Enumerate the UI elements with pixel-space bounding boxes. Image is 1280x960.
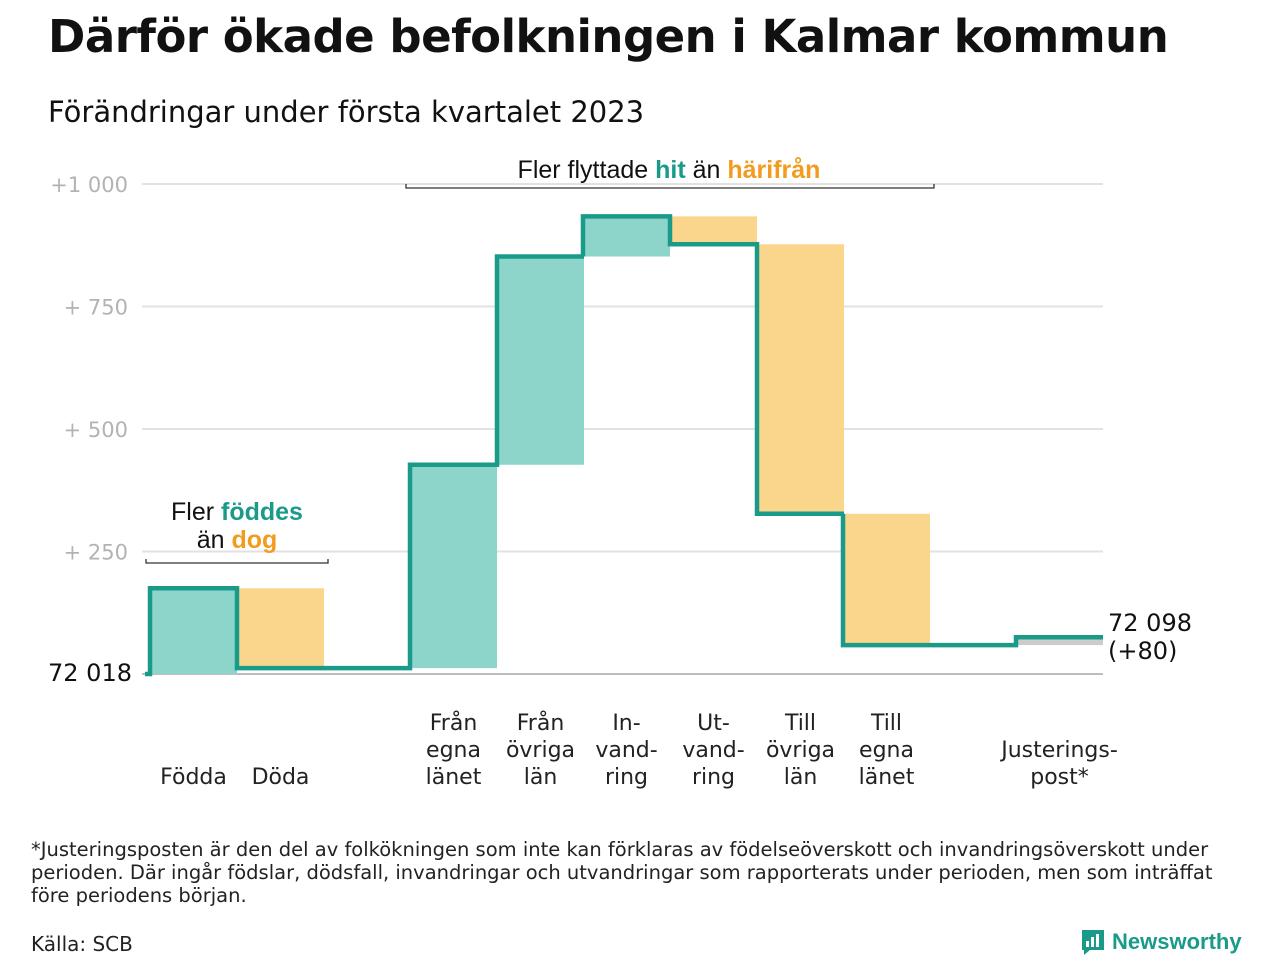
y-tick-label: + 250 (64, 541, 128, 565)
annotation-teal-text: hit (655, 156, 686, 184)
category-label: ring (692, 765, 735, 790)
category-label: egna (426, 738, 481, 763)
category-label: Till (870, 711, 902, 736)
source-label: Källa: SCB (31, 932, 133, 956)
migration-annotation: Fler flyttade hit än härifrån (518, 156, 821, 184)
category-labels: Födda DödaFrånegnalänetFrånövrigalänIn-va… (160, 710, 1118, 790)
migration-bracket (405, 184, 935, 189)
end-change-label: (+80) (1108, 637, 1177, 665)
newsworthy-logo: Newsworthy (1080, 928, 1242, 956)
annotation-plain-text: Fler (171, 498, 221, 526)
category-label: Till (784, 711, 816, 736)
bar (410, 464, 497, 669)
category-label: In- (612, 711, 640, 736)
category-label: vand- (595, 738, 657, 763)
category-label: egna (859, 738, 914, 763)
category-label: län (784, 765, 818, 790)
natural-bracket (145, 559, 329, 564)
value-labels: 72 018 72 098(+80) (48, 609, 1192, 687)
category-label: Från (430, 710, 478, 736)
bar (1016, 637, 1103, 646)
bar (670, 216, 757, 245)
bar (497, 256, 584, 465)
category-label: ring (605, 765, 648, 790)
category-label: Ut- (697, 711, 730, 736)
newsworthy-logo-text: Newsworthy (1112, 929, 1242, 954)
annotation-orange-text: härifrån (727, 156, 820, 184)
category-label: övriga (766, 738, 835, 763)
bar (843, 513, 930, 646)
category-label: Döda (252, 765, 310, 790)
category-label: Födda (160, 765, 227, 790)
chart-title: Därför ökade befolkningen i Kalmar kommu… (48, 10, 1169, 63)
category-label: post* (1030, 765, 1089, 790)
newsworthy-logo-icon (1082, 930, 1104, 955)
bar (237, 588, 324, 669)
bar (583, 216, 670, 257)
y-tick-label: +1 000 (50, 173, 128, 197)
y-tick-label: + 500 (64, 418, 128, 442)
cumulative-step-line (145, 214, 1103, 677)
natural-annotation-line1: Fler föddes (171, 498, 303, 526)
category-label: länet (426, 765, 482, 790)
annotation-plain-text: än (686, 156, 728, 184)
natural-annotation-line2: än dog (197, 526, 278, 554)
step-line (145, 214, 1103, 677)
bars (150, 216, 1103, 674)
annotation-plain-text: än (197, 526, 232, 554)
end-value-label: 72 098 (1108, 609, 1192, 637)
waterfall-chart: + 250+ 500+ 750+1 000 Födda DödaFrånegnal… (48, 156, 1192, 790)
category-label: länet (859, 765, 915, 790)
annotation-plain-text: Fler flyttade (518, 156, 656, 184)
start-value-label: 72 018 (48, 659, 132, 687)
y-tick-label: + 750 (64, 296, 128, 320)
annotation-orange-text: dog (231, 526, 277, 554)
category-label: övriga (506, 738, 575, 763)
footnote: *Justeringsposten är den del av folkökni… (31, 838, 1213, 907)
category-label: Från (517, 710, 565, 736)
grid-lines (142, 183, 1103, 675)
y-axis-ticks: + 250 + 500 + 750 +1 000 (50, 173, 128, 565)
bar (757, 244, 844, 514)
category-label: Justerings- (999, 738, 1118, 763)
category-label: vand- (682, 738, 744, 763)
bar (150, 588, 237, 674)
chart-subtitle: Förändringar under första kvartalet 2023 (48, 95, 645, 129)
annotation-teal-text: föddes (221, 498, 303, 526)
category-label: län (524, 765, 558, 790)
